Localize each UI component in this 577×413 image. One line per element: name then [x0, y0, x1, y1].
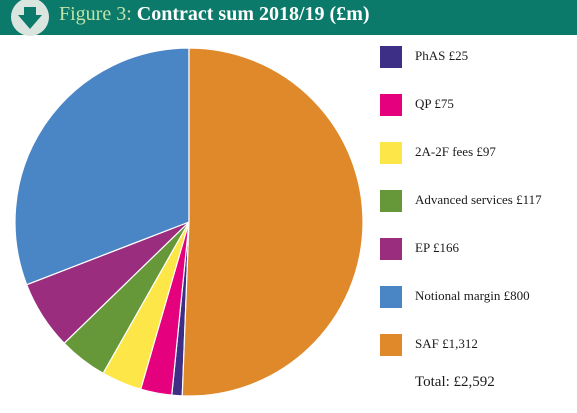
legend-item: PhAS £25 — [380, 46, 570, 68]
legend-swatch — [380, 238, 402, 260]
legend-swatch — [380, 142, 402, 164]
legend-swatch — [380, 46, 402, 68]
legend-label: Notional margin £800 — [415, 288, 530, 303]
figure-header: Figure 3: Contract sum 2018/19 (£m) — [0, 0, 577, 36]
legend-label: 2A-2F fees £97 — [415, 144, 496, 159]
pie-slice-saf — [181, 47, 364, 397]
total-label: Total: £2,592 — [415, 374, 495, 390]
legend-swatch — [380, 334, 402, 356]
legend-swatch — [380, 190, 402, 212]
download-arrow-icon — [11, 0, 49, 36]
figure-number: Figure 3: — [59, 3, 132, 25]
chart-title: Contract sum 2018/19 (£m) — [136, 3, 370, 25]
legend-item: SAF £1,312 — [380, 334, 570, 356]
legend-item: EP £166 — [380, 238, 570, 260]
pie-chart — [14, 47, 364, 397]
legend-swatch — [380, 94, 402, 116]
legend-item: QP £75 — [380, 94, 570, 116]
legend-label: EP £166 — [415, 240, 459, 255]
legend-item: Notional margin £800 — [380, 286, 570, 308]
figure-title: Figure 3: Contract sum 2018/19 (£m) — [59, 3, 370, 26]
legend-swatch — [380, 286, 402, 308]
legend-label: SAF £1,312 — [415, 336, 478, 351]
legend-item: Advanced services £117 — [380, 190, 570, 212]
pie-slice-notional-margin — [14, 47, 190, 286]
legend-label: PhAS £25 — [415, 48, 469, 63]
legend-label: QP £75 — [415, 96, 454, 111]
legend-item: 2A-2F fees £97 — [380, 142, 570, 164]
legend-label: Advanced services £117 — [415, 192, 542, 207]
